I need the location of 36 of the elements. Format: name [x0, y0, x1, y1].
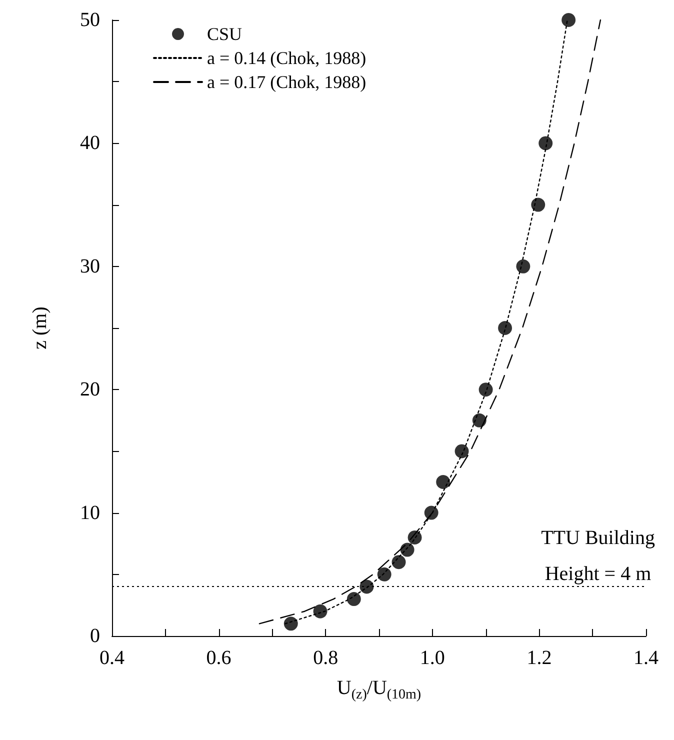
y-tick-label: 20 [80, 378, 100, 401]
y-tick-label: 50 [80, 9, 100, 31]
point [424, 506, 438, 520]
point [531, 198, 546, 212]
x-tick-label: 1.2 [526, 647, 552, 669]
x-tick-label: 0.4 [100, 647, 124, 669]
point [538, 136, 553, 150]
point [313, 604, 328, 618]
y-tick-label: 0 [90, 625, 100, 647]
point [346, 592, 361, 606]
point [392, 555, 406, 570]
point [472, 413, 486, 428]
point [360, 580, 374, 594]
legend-label: CSU [207, 24, 242, 44]
point [377, 567, 392, 582]
point [498, 321, 512, 335]
point [454, 444, 469, 458]
point [400, 542, 414, 557]
legend-label: a = 0.17 (Chok, 1988) [207, 72, 366, 92]
y-tick-label: 40 [80, 132, 100, 154]
y-axis-title: z (m) [29, 306, 51, 350]
point [436, 475, 450, 489]
point [408, 530, 422, 544]
y-tick-label: 30 [80, 255, 100, 278]
x-tick-label: 1.4 [634, 647, 658, 669]
annotation: TTU Building [541, 527, 655, 549]
y-tick-label: 10 [80, 502, 100, 524]
annotation: Height = 4 m [544, 563, 652, 585]
point [562, 13, 576, 27]
x-tick-label: 0.8 [313, 647, 338, 669]
x-tick-label: 0.6 [206, 647, 232, 669]
point [516, 259, 530, 274]
legend-label: a = 0.14 (Chok, 1988) [207, 48, 366, 68]
point [284, 616, 298, 631]
point [478, 382, 493, 397]
x-tick-label: 1.0 [420, 647, 445, 669]
